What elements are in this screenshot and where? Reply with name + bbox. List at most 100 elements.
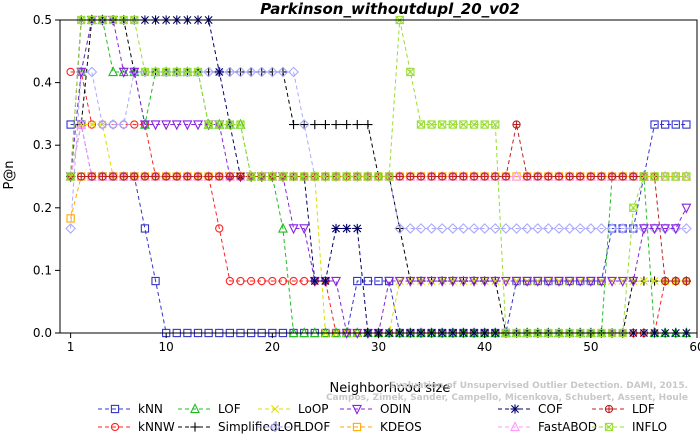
data-point-knn [353, 276, 362, 286]
legend-label: COF [538, 402, 563, 416]
data-point-inflo [257, 172, 266, 181]
data-point-inflo [639, 172, 649, 181]
data-point-odin [118, 67, 129, 78]
legend-label: LDF [632, 402, 655, 416]
data-point-odin [469, 276, 480, 287]
series-line-fastabod [70, 124, 687, 177]
legend-entry-knn: kNN [98, 402, 163, 416]
x-tick-label: 40 [477, 340, 492, 354]
data-point-ldof [574, 223, 586, 234]
data-point-odin [193, 120, 204, 131]
data-point-odin [479, 276, 490, 287]
data-point-odin [490, 276, 501, 287]
data-point-inflo [193, 67, 203, 77]
data-point-ldof [521, 223, 533, 234]
data-point-ldf [77, 172, 86, 181]
data-point-knnw [289, 276, 298, 286]
data-point-ldf [438, 172, 447, 181]
data-point-knnw [257, 276, 266, 286]
data-point-inflo [310, 172, 319, 181]
y-tick-label: 0.0 [33, 326, 52, 340]
legend-entry-cof: COF [498, 402, 563, 416]
data-point-ldf [395, 172, 404, 181]
data-point-ldof [606, 223, 618, 234]
data-point-odin [182, 120, 193, 131]
data-point-ldf [140, 172, 150, 181]
data-point-ldof [627, 223, 639, 234]
data-point-inflo [491, 120, 500, 129]
legend-label: kNN [138, 402, 163, 416]
data-point-knn [140, 224, 150, 233]
data-point-ldf [183, 172, 192, 181]
data-point-ldf [586, 172, 595, 181]
data-point-loop [554, 277, 563, 286]
data-point-odin [596, 276, 607, 287]
legend-marker [352, 404, 362, 415]
data-point-inflo [480, 120, 489, 129]
data-point-odin [585, 276, 596, 287]
series-ldof [65, 66, 692, 234]
data-point-inflo [140, 67, 150, 77]
data-point-odin [150, 120, 161, 131]
data-point-ldf [512, 120, 521, 129]
data-point-kdeos [66, 214, 75, 223]
legend-label: kNNW [138, 420, 175, 434]
data-point-odin [575, 276, 586, 287]
data-point-ldof [542, 223, 554, 234]
data-point-inflo [629, 203, 638, 212]
data-point-knn [374, 276, 383, 286]
data-point-knnw [246, 276, 256, 286]
data-point-ldof [288, 66, 299, 78]
data-point-inflo [151, 67, 160, 77]
series-line-ldof [70, 71, 687, 229]
data-point-ldof [277, 66, 289, 78]
legend-entry-odin: ODIN [340, 402, 411, 416]
data-point-cof [310, 276, 320, 286]
series-fastabod [65, 118, 692, 181]
series-ldf [66, 120, 691, 286]
data-point-inflo [268, 172, 277, 181]
data-point-ldf [416, 172, 426, 181]
x-tick-label: 1 [67, 340, 75, 354]
y-tick-label: 0.1 [33, 263, 52, 277]
x-axis-label: Neighborhood size [330, 381, 451, 396]
data-point-odin [670, 224, 681, 235]
data-point-ldf [618, 172, 627, 181]
data-point-ldof [553, 223, 565, 234]
data-point-ldof [468, 223, 480, 234]
data-point-inflo [406, 67, 415, 77]
legend-label: INFLO [632, 420, 667, 434]
data-point-loop [491, 277, 500, 286]
data-point-inflo [204, 120, 213, 129]
data-point-simplifiedlof [320, 119, 331, 130]
data-point-odin [553, 276, 564, 287]
data-point-knnw [278, 276, 288, 286]
x-tick-label: 30 [371, 340, 386, 354]
data-point-odin [607, 276, 618, 287]
series-inflo [66, 15, 691, 338]
data-point-ldf [108, 172, 118, 181]
data-point-ldof [203, 66, 215, 78]
data-point-ldof [97, 119, 108, 130]
legend-marker [352, 422, 362, 432]
legend-label: ODIN [380, 402, 411, 416]
legend-entry-ldof: LDOF [258, 420, 330, 434]
data-point-ldof [118, 119, 130, 130]
data-point-ldof [489, 223, 501, 234]
data-point-ldf [629, 172, 638, 181]
legend-marker [269, 421, 281, 433]
data-point-knn [671, 120, 680, 129]
data-point-ldof [479, 223, 491, 234]
data-point-simplifiedlof [310, 119, 320, 130]
data-point-ldf [119, 172, 128, 181]
data-point-ldf [448, 172, 457, 181]
data-point-ldf [236, 172, 245, 181]
x-tick-label: 50 [583, 340, 598, 354]
data-point-odin [628, 276, 639, 287]
data-point-ldof [596, 223, 607, 234]
data-point-ldf [225, 172, 235, 181]
legend-marker [510, 421, 520, 432]
data-point-ldf [607, 172, 617, 181]
data-point-knnw [268, 276, 277, 286]
